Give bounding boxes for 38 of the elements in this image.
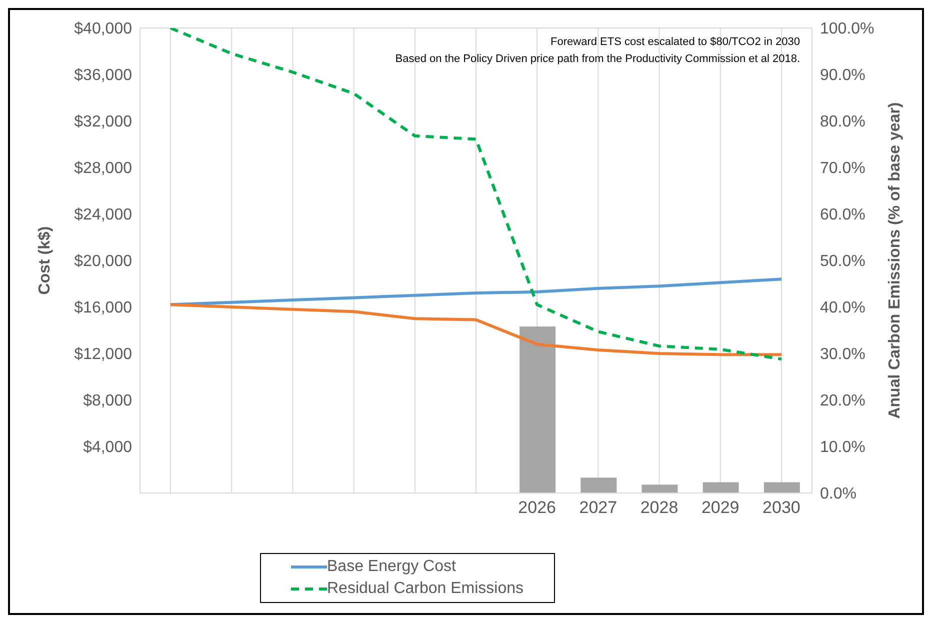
x-tick-label: 2029 [701,498,740,518]
x-tick-label: 2026 [518,498,556,518]
y2-tick-label: 40.0% [820,300,866,317]
y2-tick-label: 20.0% [820,392,866,410]
y2-tick-label: 60.0% [820,206,866,224]
y-tick-label: $16,000 [74,300,132,317]
y-tick-label: $32,000 [74,114,132,131]
y-tick-label: $12,000 [74,346,132,364]
bar [642,484,678,493]
x-tick-label: 2030 [762,498,800,518]
y-tick-label: $8,000 [83,392,132,410]
bar [580,478,617,493]
bar [702,482,739,493]
annotation: Based on the Policy Driven price path from the Productivity Commission et al 2018. [395,52,800,67]
y2-tick-label: 50.0% [820,253,866,270]
y2-axis-title: Anual Carbon Emissions (% of base year) [886,102,904,419]
y2-tick-label: 10.0% [820,439,866,456]
y2-tick-label: 100.0% [820,20,874,38]
y-tick-label: $4,000 [83,439,132,456]
y-tick-label: $24,000 [74,206,132,224]
x-tick-label: 2028 [640,498,678,518]
legend-label: Base Energy Cost [327,557,456,577]
bar [764,482,800,493]
y-tick-label: $36,000 [74,67,132,84]
y-tick-label: $40,000 [74,20,132,38]
y2-tick-label: 80.0% [820,114,866,131]
y-axis-title: Cost (k$) [36,226,54,295]
y2-tick-label: 90.0% [820,67,866,84]
x-tick-label: 2027 [579,498,618,518]
bar [520,326,556,493]
y2-tick-label: 70.0% [820,160,866,178]
y-tick-label: $28,000 [74,160,132,178]
y-tick-label: $20,000 [74,253,132,270]
y2-tick-label: 0.0% [820,486,856,503]
annotation: Foreward ETS cost escalated to $80/TCO2 in 2030 [550,35,800,50]
line-series [169,303,783,356]
legend-label: Residual Carbon Emissions [327,579,524,599]
y2-tick-label: 30.0% [820,346,866,364]
